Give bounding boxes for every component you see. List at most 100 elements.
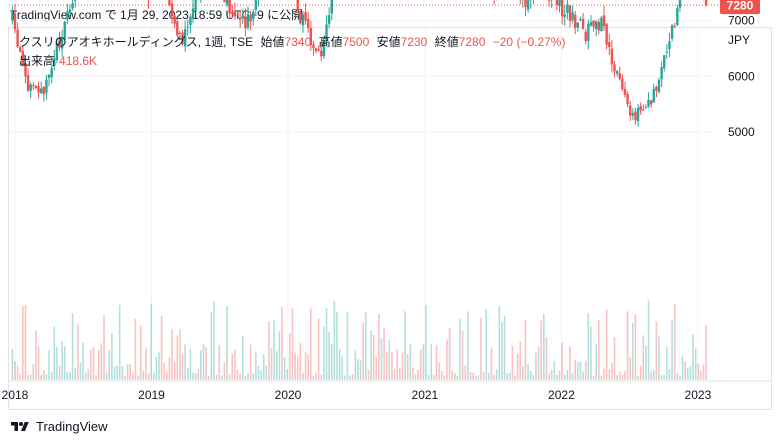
- change-value: −20 (−0.27%): [492, 35, 566, 49]
- volume-label: 出来高: [19, 54, 56, 68]
- volume-bar: [207, 375, 210, 380]
- volume-bar: [370, 330, 372, 380]
- volume-bar: [108, 350, 111, 380]
- volume-bar: [286, 369, 289, 380]
- volume-bar: [97, 349, 100, 380]
- candle-body: [58, 40, 61, 48]
- candle-body: [605, 23, 608, 45]
- candle-body: [309, 28, 313, 46]
- x-tick-label: 2021: [412, 388, 439, 402]
- candle-body: [53, 58, 56, 66]
- volume-bar: [650, 371, 652, 380]
- volume-bar: [95, 375, 97, 380]
- footer-brand[interactable]: TradingView: [10, 419, 108, 434]
- volume-bar: [61, 341, 63, 380]
- volume-bar: [50, 372, 53, 380]
- volume-bar: [262, 354, 265, 380]
- volume-bar: [100, 343, 103, 380]
- candle-body: [676, 7, 679, 26]
- volume-bar: [74, 368, 77, 380]
- volume-bar: [268, 321, 270, 380]
- candle-body: [330, 0, 333, 14]
- volume-bar: [501, 321, 503, 380]
- volume-bar: [624, 371, 626, 380]
- volume-bar: [404, 311, 406, 380]
- candle-body: [615, 70, 619, 74]
- volume-bar: [417, 369, 419, 380]
- volume-bar: [255, 351, 257, 380]
- volume-bar: [304, 352, 307, 380]
- volume-bar: [459, 319, 461, 380]
- candle-body: [178, 32, 182, 34]
- volume-bar: [294, 352, 296, 380]
- volume-bar: [92, 346, 95, 380]
- volume-bar: [66, 371, 69, 380]
- volume-bar: [184, 344, 186, 380]
- candle-body: [584, 31, 587, 42]
- volume-bar: [692, 334, 694, 380]
- volume-bar: [11, 348, 14, 380]
- candle-body: [642, 109, 645, 111]
- volume-bar: [597, 319, 600, 380]
- candle-body: [547, 0, 551, 1]
- candle-body: [618, 73, 621, 79]
- candle-body: [16, 29, 19, 47]
- candle-body: [621, 78, 624, 89]
- volume-bar: [265, 365, 268, 380]
- candle-body: [322, 40, 326, 57]
- candle-body: [649, 100, 653, 105]
- volume-bar: [632, 322, 634, 380]
- volume-bar: [516, 353, 519, 380]
- candle-body: [42, 86, 45, 95]
- volume-bar: [252, 373, 255, 380]
- volume-bar: [647, 300, 650, 380]
- candle-body: [47, 74, 51, 79]
- candle-body: [186, 26, 189, 28]
- candle-body: [663, 55, 666, 69]
- volume-bar: [310, 308, 312, 380]
- volume-bar: [82, 342, 84, 380]
- volume-bar: [200, 350, 202, 380]
- candle-body: [602, 15, 606, 27]
- volume-bar: [550, 369, 553, 380]
- volume-bar: [145, 347, 147, 380]
- candle-body: [32, 85, 35, 87]
- volume-bar: [385, 351, 388, 380]
- volume-bar: [396, 349, 399, 380]
- candle-body: [571, 12, 574, 21]
- candle-body: [312, 44, 315, 49]
- volume-bar: [639, 365, 642, 380]
- candle-body: [225, 0, 229, 5]
- x-tick-label: 2019: [138, 388, 165, 402]
- volume-bar: [456, 375, 459, 380]
- volume-bar: [503, 315, 506, 380]
- candle-body: [24, 63, 27, 77]
- volume-bar: [365, 312, 367, 380]
- candle-body: [45, 79, 48, 93]
- volume-bar: [490, 347, 493, 380]
- candle-body: [626, 94, 629, 105]
- volume-bar: [566, 369, 569, 380]
- volume-bar: [134, 318, 137, 380]
- candle-body: [608, 42, 611, 48]
- volume-bar: [239, 373, 241, 380]
- volume-bar: [16, 366, 19, 380]
- volume-bar: [537, 346, 540, 380]
- volume-bar: [480, 317, 482, 380]
- volume-bar: [663, 374, 666, 380]
- candle-body: [636, 107, 640, 122]
- volume-bar: [213, 301, 215, 380]
- volume-bar: [461, 330, 464, 380]
- candle-body: [189, 16, 192, 25]
- candle-body: [19, 47, 22, 52]
- volume-bar: [535, 352, 537, 380]
- volume-bar: [113, 366, 116, 380]
- volume-bar: [173, 361, 176, 380]
- candle-body: [581, 18, 585, 29]
- volume-bar: [548, 373, 550, 380]
- candle-body: [173, 15, 176, 24]
- volume-bar: [155, 356, 158, 380]
- candle-body: [71, 3, 74, 9]
- volume-bar: [569, 346, 571, 380]
